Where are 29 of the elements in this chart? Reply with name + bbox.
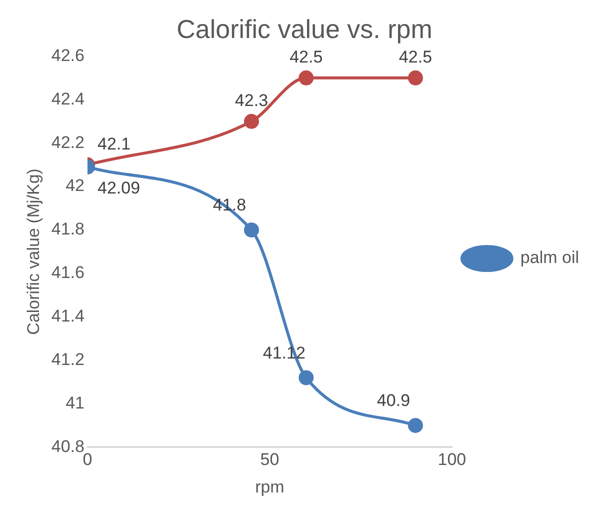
data-label: 40.9 (376, 391, 410, 410)
point (244, 222, 259, 238)
point (408, 418, 423, 433)
x-axis-title: rpm (255, 477, 284, 496)
point (244, 114, 259, 129)
data-label: 42.5 (290, 48, 323, 67)
y-tick-label: 42 (66, 176, 84, 196)
y-tick-label: 41.2 (51, 350, 84, 369)
y-tick-label: 41 (66, 393, 84, 412)
chart-title: Calorific value vs. rpm (176, 14, 432, 44)
y-tick-label: 42.2 (51, 132, 84, 152)
point (408, 70, 423, 86)
y-tick-label: 41.6 (51, 263, 84, 282)
legend-label: palm oil (520, 248, 580, 268)
y-axis-title: Calorific value (Mj/Kg) (24, 168, 43, 335)
data-label: 42.5 (398, 48, 432, 67)
x-tick-label: 0 (82, 450, 92, 470)
data-label: 42.09 (97, 178, 140, 198)
y-tick-label: 41.4 (51, 306, 84, 326)
point (298, 70, 314, 86)
data-label: 42.3 (234, 91, 268, 110)
y-tick-label: 42.6 (51, 46, 84, 65)
y-tick-label: 41.8 (51, 220, 84, 239)
data-label: 42.1 (97, 134, 131, 154)
y-tick-label: 42.4 (51, 89, 84, 108)
x-tick-label: 100 (438, 450, 466, 470)
point (298, 370, 314, 386)
x-tick-label: 50 (260, 450, 280, 470)
y-tick-label: 40.8 (51, 436, 84, 456)
